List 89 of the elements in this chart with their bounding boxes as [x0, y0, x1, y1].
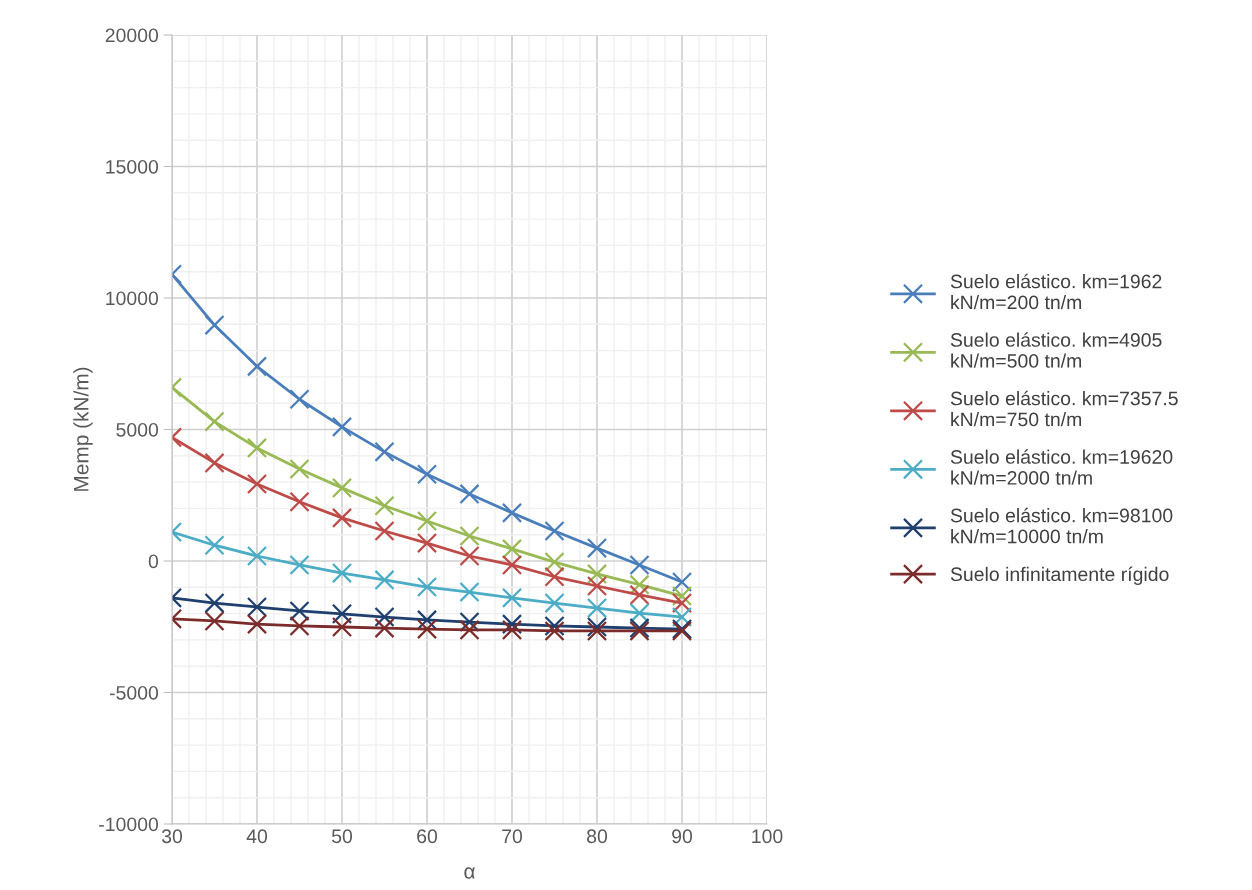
point [289, 615, 310, 637]
x-axis-title: α [464, 867, 475, 879]
point [246, 596, 268, 618]
point [204, 535, 225, 556]
legend-label: Suelo elástico. km=98100 kN/m=10000 tn/m [950, 507, 1173, 544]
point [374, 520, 395, 542]
point [586, 563, 608, 585]
y-tick-label: -10000 [99, 817, 159, 832]
point [671, 571, 693, 593]
x-tick-label: 90 [672, 829, 693, 844]
y-tick-label: -5000 [109, 685, 159, 700]
point [586, 597, 608, 619]
point [501, 538, 523, 560]
point [331, 603, 353, 624]
point [289, 600, 310, 622]
point [671, 592, 693, 614]
point [204, 452, 225, 474]
legend-label: Suelo elástico. km=1962 kN/m=200 tn/m [950, 273, 1162, 310]
point [331, 477, 353, 499]
point [289, 458, 310, 480]
point [629, 554, 650, 576]
point [289, 389, 310, 410]
point [544, 551, 565, 573]
point [501, 613, 523, 635]
point [459, 611, 480, 633]
point [204, 610, 225, 632]
point [331, 416, 353, 438]
point [544, 566, 565, 587]
point [544, 520, 565, 542]
point [501, 554, 523, 576]
point [246, 613, 268, 635]
x-tick-label: 40 [246, 829, 268, 844]
x-tick-label: 60 [417, 829, 438, 844]
point [416, 464, 438, 485]
point [671, 606, 693, 628]
point [629, 574, 650, 595]
x-tick-label: 70 [502, 829, 523, 844]
point [544, 592, 565, 614]
point [331, 507, 353, 529]
y-axis-title: Memp (kN/m) [73, 367, 93, 491]
point [374, 495, 395, 516]
point [629, 602, 650, 624]
x-tick-label: 100 [752, 829, 783, 844]
point [204, 592, 225, 614]
point [374, 606, 395, 628]
legend-label: Suelo elástico. km=7357.5 kN/m=750 tn/m [950, 390, 1178, 427]
y-tick-label: 15000 [106, 159, 159, 174]
y-tick-label: 5000 [116, 422, 159, 437]
y-tick-label: 20000 [105, 28, 159, 43]
point [416, 576, 438, 598]
point [204, 411, 225, 432]
point [416, 532, 438, 554]
point [501, 502, 523, 524]
point [246, 545, 268, 567]
y-tick-label: 0 [148, 554, 159, 569]
legend-label: Suelo elástico. km=4905 kN/m=500 tn/m [950, 332, 1162, 368]
point [544, 620, 565, 642]
point [289, 491, 310, 512]
point [586, 575, 608, 597]
point [459, 581, 480, 603]
point [246, 437, 268, 459]
point [331, 562, 353, 584]
point [459, 483, 480, 505]
x-tick-label: 80 [587, 829, 608, 844]
point [501, 587, 523, 608]
point [374, 617, 395, 639]
x-tick-label: 30 [161, 829, 183, 844]
point [586, 537, 608, 559]
point [459, 545, 480, 567]
point [629, 584, 650, 606]
point [416, 609, 438, 631]
point [544, 615, 565, 637]
point [374, 569, 395, 591]
point [459, 619, 480, 641]
point [289, 554, 310, 576]
point [246, 356, 268, 377]
legend-label: Suelo elástico. km=19620 kN/m=2000 tn/m [950, 449, 1173, 485]
y-tick-label: 10000 [106, 291, 159, 306]
point [459, 525, 480, 547]
x-tick-label: 50 [331, 829, 353, 844]
point [416, 618, 438, 640]
point [501, 619, 523, 641]
point [331, 616, 353, 638]
point [416, 510, 438, 532]
point [374, 441, 395, 462]
point [246, 473, 268, 495]
legend-label: Suelo infinitamente rígido [950, 566, 1169, 585]
point [204, 314, 225, 336]
point [671, 585, 693, 607]
